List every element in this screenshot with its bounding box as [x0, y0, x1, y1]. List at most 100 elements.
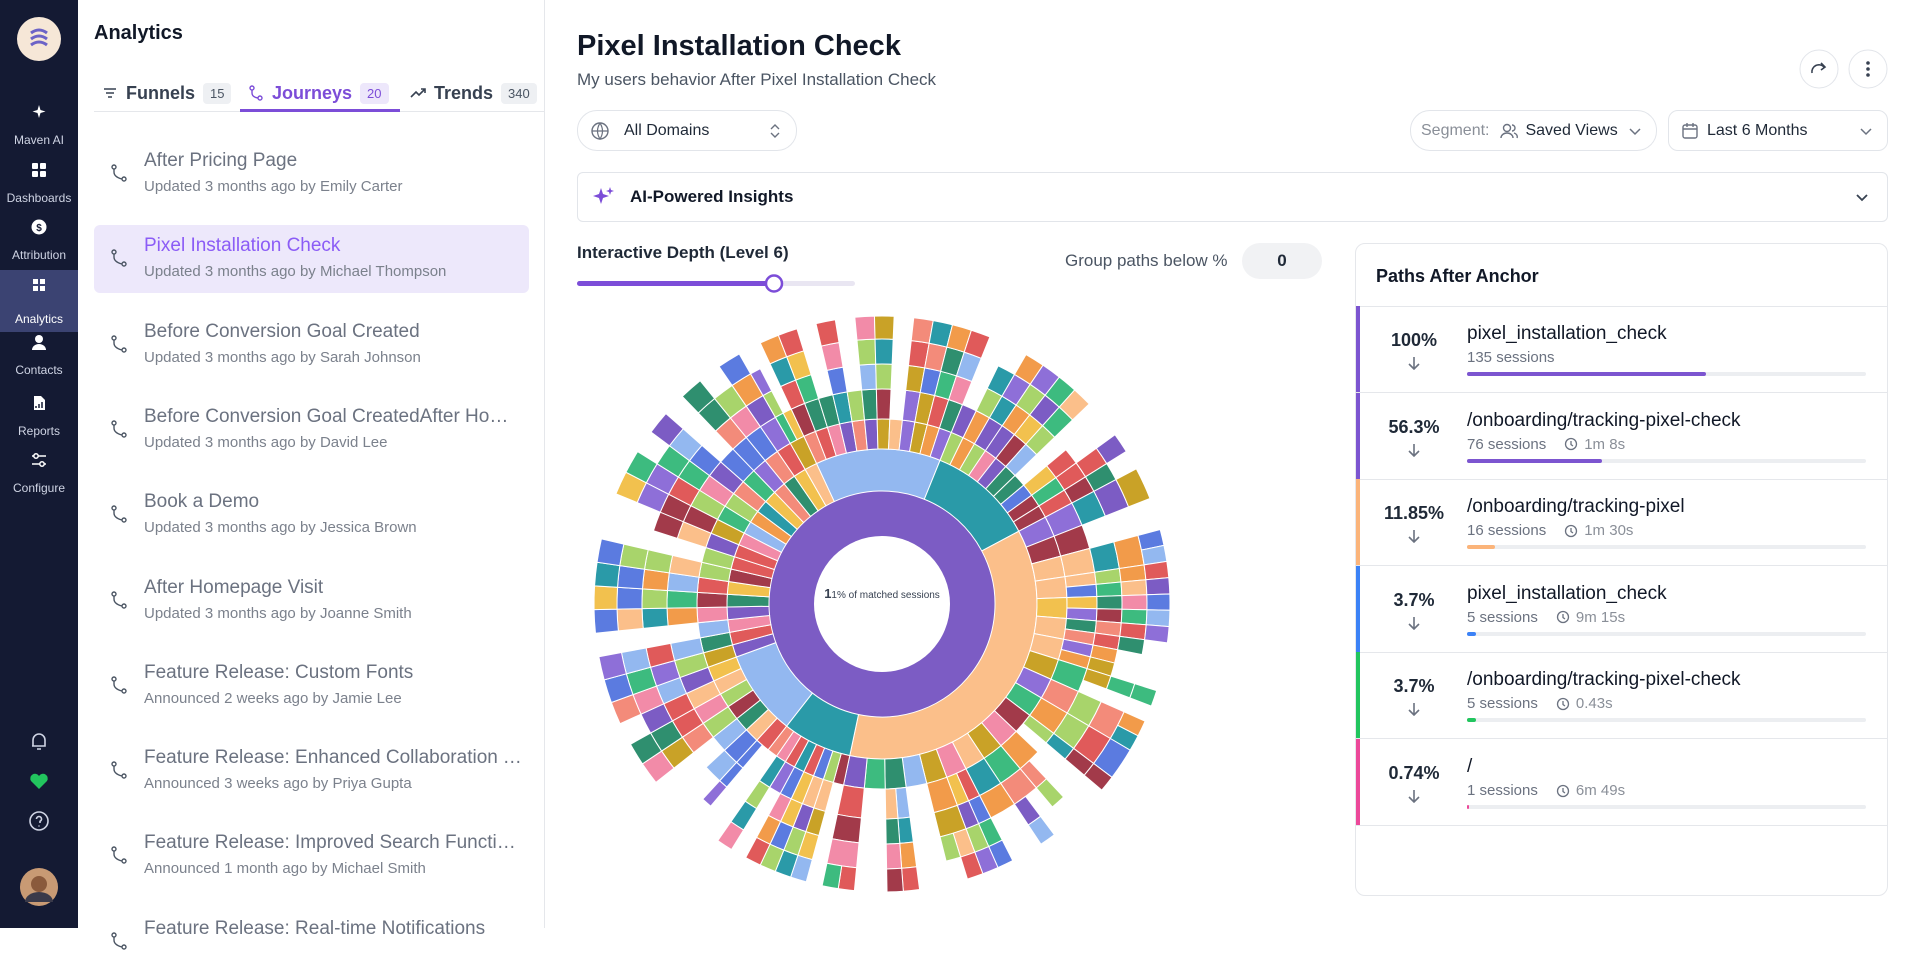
- nav-label: Contacts: [15, 363, 63, 377]
- nav-item[interactable]: Configure: [0, 445, 78, 501]
- progress-bar: [1467, 631, 1476, 636]
- sunburst-segment: [625, 450, 658, 484]
- path-meta: 1 sessions 6m 49s: [1467, 782, 1625, 799]
- journey-item[interactable]: Before Conversion Goal CreatedAfter Home…: [94, 396, 529, 464]
- journey-icon: [111, 249, 127, 267]
- journey-meta: Announced 1 month ago by Michael Smith: [144, 860, 426, 878]
- path-row[interactable]: 3.7% /onboarding/tracking-pixel-check 5 se…: [1356, 652, 1887, 740]
- sunburst-segment: [884, 787, 899, 820]
- page-title: Pixel Installation Check: [577, 30, 901, 62]
- path-name: pixel_installation_check: [1467, 323, 1667, 344]
- segment-select[interactable]: Segment: Saved Views: [1410, 110, 1657, 151]
- tab[interactable]: Funnels 15: [102, 76, 232, 110]
- path-percent: 56.3%: [1388, 416, 1440, 437]
- path-row[interactable]: 0.74% / 1 sessions 6m 49s: [1356, 739, 1887, 826]
- tab[interactable]: Journeys 20: [248, 76, 389, 110]
- side-panel: Analytics Funnels 15 Journeys 20 Trends 340 Af…: [78, 0, 545, 950]
- nav-item[interactable]: Reports: [0, 388, 78, 444]
- sunburst-segment: [641, 588, 668, 610]
- more-button[interactable]: [1848, 49, 1888, 89]
- sunburst-segment: [1065, 583, 1098, 599]
- path-row[interactable]: 100% pixel_installation_check 135 sessions: [1356, 306, 1887, 393]
- globe-icon: [591, 121, 609, 140]
- progress-bar: [1467, 718, 1476, 723]
- tab-count: 340: [501, 82, 537, 104]
- journey-item[interactable]: Before Conversion Goal Created Updated 3 …: [94, 311, 529, 379]
- path-sessions: 135 sessions: [1467, 349, 1555, 366]
- sunburst-segment: [616, 586, 644, 610]
- sunburst-segment: [1129, 683, 1158, 707]
- page-subtitle: My users behavior After Pixel Installati…: [577, 70, 937, 89]
- journey-meta: Updated 3 months ago by Emily Carter: [144, 178, 403, 195]
- sunburst-segment: [1145, 609, 1171, 628]
- journey-item[interactable]: Feature Release: Custom Fonts Announced 2…: [94, 652, 529, 720]
- sunburst-segment: [875, 363, 893, 390]
- sunburst-segment: [1083, 762, 1113, 791]
- path-row[interactable]: 3.7% pixel_installation_check 5 sessions 9m…: [1356, 565, 1887, 653]
- sunburst-segment: [820, 341, 844, 371]
- sidebar: Maven AI Dashboards $ Attribution Analytics C…: [0, 0, 78, 928]
- tab-label: Journeys: [272, 82, 353, 103]
- nav-icon: $: [31, 219, 47, 235]
- sunburst-segment: [1146, 593, 1171, 611]
- path-name: pixel_installation_check: [1467, 582, 1667, 604]
- tab-label: Trends: [434, 82, 494, 103]
- journey-item[interactable]: After Pricing Page Updated 3 months ago b…: [94, 140, 529, 208]
- clock-icon: [1556, 697, 1570, 711]
- bell-icon[interactable]: [28, 730, 50, 752]
- group-input[interactable]: 0: [1242, 243, 1322, 279]
- path-time: 6m 49s: [1575, 782, 1626, 799]
- sunburst-segment: [897, 816, 914, 844]
- range-select[interactable]: Last 6 Months: [1668, 110, 1888, 151]
- path-percent: 3.7%: [1393, 589, 1435, 610]
- share-button[interactable]: [1799, 49, 1839, 89]
- journey-item[interactable]: Book a Demo Updated 3 months ago by Jessi…: [94, 481, 529, 549]
- tab[interactable]: Trends 340: [410, 76, 537, 110]
- nav-item[interactable]: Analytics: [0, 269, 78, 332]
- path-row[interactable]: 56.3% /onboarding/tracking-pixel-check 76 …: [1356, 392, 1887, 480]
- journey-icon: [111, 420, 127, 438]
- journey-item[interactable]: Feature Release: Real-time Notifications: [94, 908, 529, 976]
- sunburst-segment: [1144, 624, 1170, 644]
- sunburst-segment: [886, 867, 904, 893]
- heart-icon[interactable]: [28, 770, 50, 792]
- progress-track: [1467, 458, 1866, 463]
- sunburst-segment: [1095, 434, 1127, 465]
- journey-icon: [111, 676, 127, 694]
- nav-item[interactable]: Maven AI: [0, 97, 78, 153]
- path-name: /onboarding/tracking-pixel-check: [1467, 409, 1741, 431]
- insights-bar[interactable]: AI-Powered Insights: [577, 172, 1888, 222]
- row-accent: [1356, 306, 1360, 392]
- journey-item[interactable]: Pixel Installation Check Updated 3 months…: [94, 225, 529, 294]
- sunburst-segment: [873, 315, 895, 340]
- path-meta: 5 sessions 0.43s: [1467, 695, 1613, 712]
- logo: [17, 17, 61, 61]
- journey-meta: Updated 3 months ago by Michael Thompson: [144, 263, 447, 281]
- nav-item[interactable]: $ Attribution: [0, 212, 78, 268]
- sunburst-segment: [619, 543, 649, 570]
- sunburst-segment: [1121, 594, 1148, 611]
- sunburst-segment: [745, 836, 771, 866]
- journey-title: Pixel Installation Check: [144, 235, 341, 257]
- chevron-icon: [1856, 194, 1868, 202]
- row-accent: [1356, 565, 1360, 652]
- path-sessions: 16 sessions: [1467, 522, 1547, 540]
- nav-item[interactable]: Contacts: [0, 327, 78, 383]
- journey-item[interactable]: After Homepage Visit Updated 3 months ago…: [94, 567, 529, 635]
- help-icon[interactable]: [28, 810, 50, 832]
- path-percent: 0.74%: [1388, 763, 1440, 783]
- nav-item[interactable]: Dashboards: [0, 155, 78, 211]
- domain-select[interactable]: All Domains: [577, 110, 797, 151]
- path-sessions: 1 sessions: [1467, 782, 1538, 799]
- journey-item[interactable]: Feature Release: Improved Search Functio…: [94, 822, 529, 890]
- sunburst-segment: [885, 817, 901, 845]
- row-accent: [1356, 652, 1360, 739]
- tab-icon: [104, 88, 116, 98]
- avatar[interactable]: [20, 868, 58, 906]
- path-meta: 16 sessions 1m 30s: [1467, 522, 1633, 539]
- path-row[interactable]: 11.85% /onboarding/tracking-pixel 16 sessi…: [1356, 479, 1887, 567]
- depth-slider[interactable]: [577, 272, 859, 294]
- nav-icon: [33, 278, 45, 291]
- journey-item[interactable]: Feature Release: Enhanced Collaboration …: [94, 737, 529, 805]
- sunburst: 11% of matched sessions: [593, 315, 1171, 893]
